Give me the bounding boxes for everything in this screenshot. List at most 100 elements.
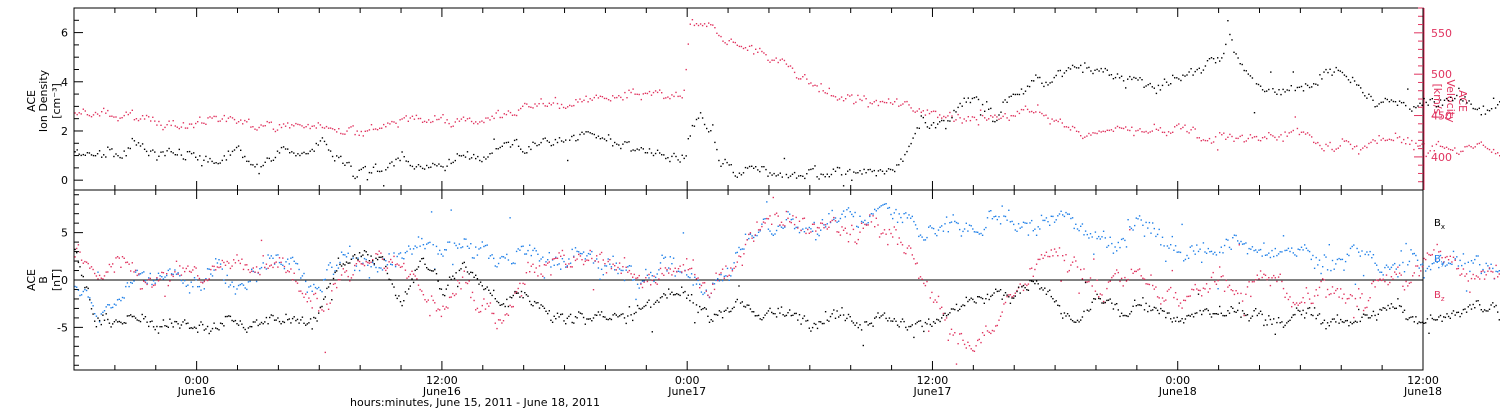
By-point <box>646 274 649 276</box>
density-point <box>718 159 720 162</box>
Bz-point <box>810 231 812 233</box>
By-point <box>218 259 220 261</box>
By-point <box>545 261 547 263</box>
density-point <box>618 144 620 146</box>
Bx-point <box>1021 286 1023 288</box>
Bx-point <box>1284 324 1286 327</box>
Bx-point <box>169 318 171 320</box>
density-point <box>1088 66 1090 69</box>
Bx-point <box>1114 303 1116 306</box>
By-point <box>187 284 189 286</box>
velocity-point <box>1335 148 1337 150</box>
By-point <box>862 221 864 224</box>
Bz-point <box>1153 288 1155 290</box>
velocity-point <box>751 44 753 47</box>
density-point <box>415 166 418 168</box>
Bz-point <box>488 305 490 307</box>
density-point <box>540 141 542 144</box>
density-point <box>642 148 644 150</box>
velocity-point <box>740 45 743 48</box>
velocity-point <box>1394 132 1397 134</box>
Bz-point <box>1251 281 1254 283</box>
By-point <box>237 284 240 287</box>
Bz-point <box>581 259 583 261</box>
Bx-point <box>658 301 660 303</box>
density-point <box>1358 84 1360 86</box>
By-point <box>1469 270 1471 273</box>
density-point <box>1356 84 1358 86</box>
Bz-point <box>170 274 173 276</box>
Bz-point <box>1330 293 1332 295</box>
By-point <box>641 280 644 282</box>
velocity-point <box>1478 142 1480 145</box>
Bz-point <box>216 266 219 268</box>
density-point <box>325 143 328 146</box>
Bz-point <box>496 327 498 330</box>
Bz-point <box>154 284 156 286</box>
Bz-point <box>504 314 506 316</box>
velocity-point <box>1319 144 1321 147</box>
Bz-point <box>828 226 830 228</box>
Bz-point <box>376 253 379 256</box>
density-point <box>1421 104 1423 106</box>
velocity-point <box>1129 129 1131 132</box>
Bz-point <box>762 221 765 223</box>
Bx-point <box>278 320 281 323</box>
Bx-point <box>445 288 447 290</box>
Bx-point <box>945 315 948 317</box>
Bx-point <box>1073 321 1075 323</box>
By-point <box>965 222 967 224</box>
By-point <box>591 250 593 253</box>
density-point <box>924 122 927 124</box>
By-point <box>875 210 877 212</box>
density-point <box>1325 68 1327 71</box>
By-point <box>1266 254 1268 256</box>
Bz-point <box>1462 268 1465 270</box>
Bx-point <box>1282 326 1285 328</box>
By-point <box>962 230 964 233</box>
Bx-point <box>128 315 130 317</box>
density-point <box>188 150 191 153</box>
By-point <box>102 311 104 313</box>
By-point <box>1268 252 1270 254</box>
Bx-point <box>1006 294 1008 296</box>
By-point <box>156 278 158 280</box>
velocity-point <box>624 91 626 94</box>
By-point <box>1027 234 1030 236</box>
Bz-point <box>1098 296 1100 298</box>
Bz-point <box>612 263 614 265</box>
By-point <box>1215 254 1218 256</box>
velocity-point <box>1306 132 1309 134</box>
By-point <box>290 257 292 259</box>
velocity-point <box>362 135 364 137</box>
density-point <box>432 162 434 165</box>
Bz-point <box>547 262 549 264</box>
Bz-point <box>1282 287 1285 290</box>
Bz-point <box>1232 290 1234 292</box>
density-point <box>250 163 252 166</box>
velocity-point <box>1088 132 1090 135</box>
By-point <box>1465 290 1468 292</box>
velocity-point <box>726 43 728 46</box>
density-point <box>855 172 857 174</box>
By-point <box>1402 261 1404 264</box>
By-point <box>285 261 287 263</box>
density-point <box>76 149 78 151</box>
velocity-point <box>842 100 845 102</box>
velocity-point <box>182 122 185 124</box>
Bz-point <box>465 281 467 284</box>
density-point <box>401 151 403 153</box>
Bx-point <box>1348 325 1350 327</box>
By-point <box>1071 217 1074 219</box>
By-point <box>380 267 382 269</box>
density-point <box>575 140 577 142</box>
Bz-point <box>582 263 585 266</box>
By-point <box>1387 266 1389 268</box>
density-point <box>1092 72 1094 75</box>
x-axis-label: hours:minutes, June 15, 2011 - June 18, … <box>350 396 600 409</box>
density-point <box>1456 94 1458 97</box>
velocity-point <box>663 97 665 100</box>
Bz-point <box>700 284 703 287</box>
By-point <box>1408 260 1411 263</box>
By-point <box>614 269 616 271</box>
